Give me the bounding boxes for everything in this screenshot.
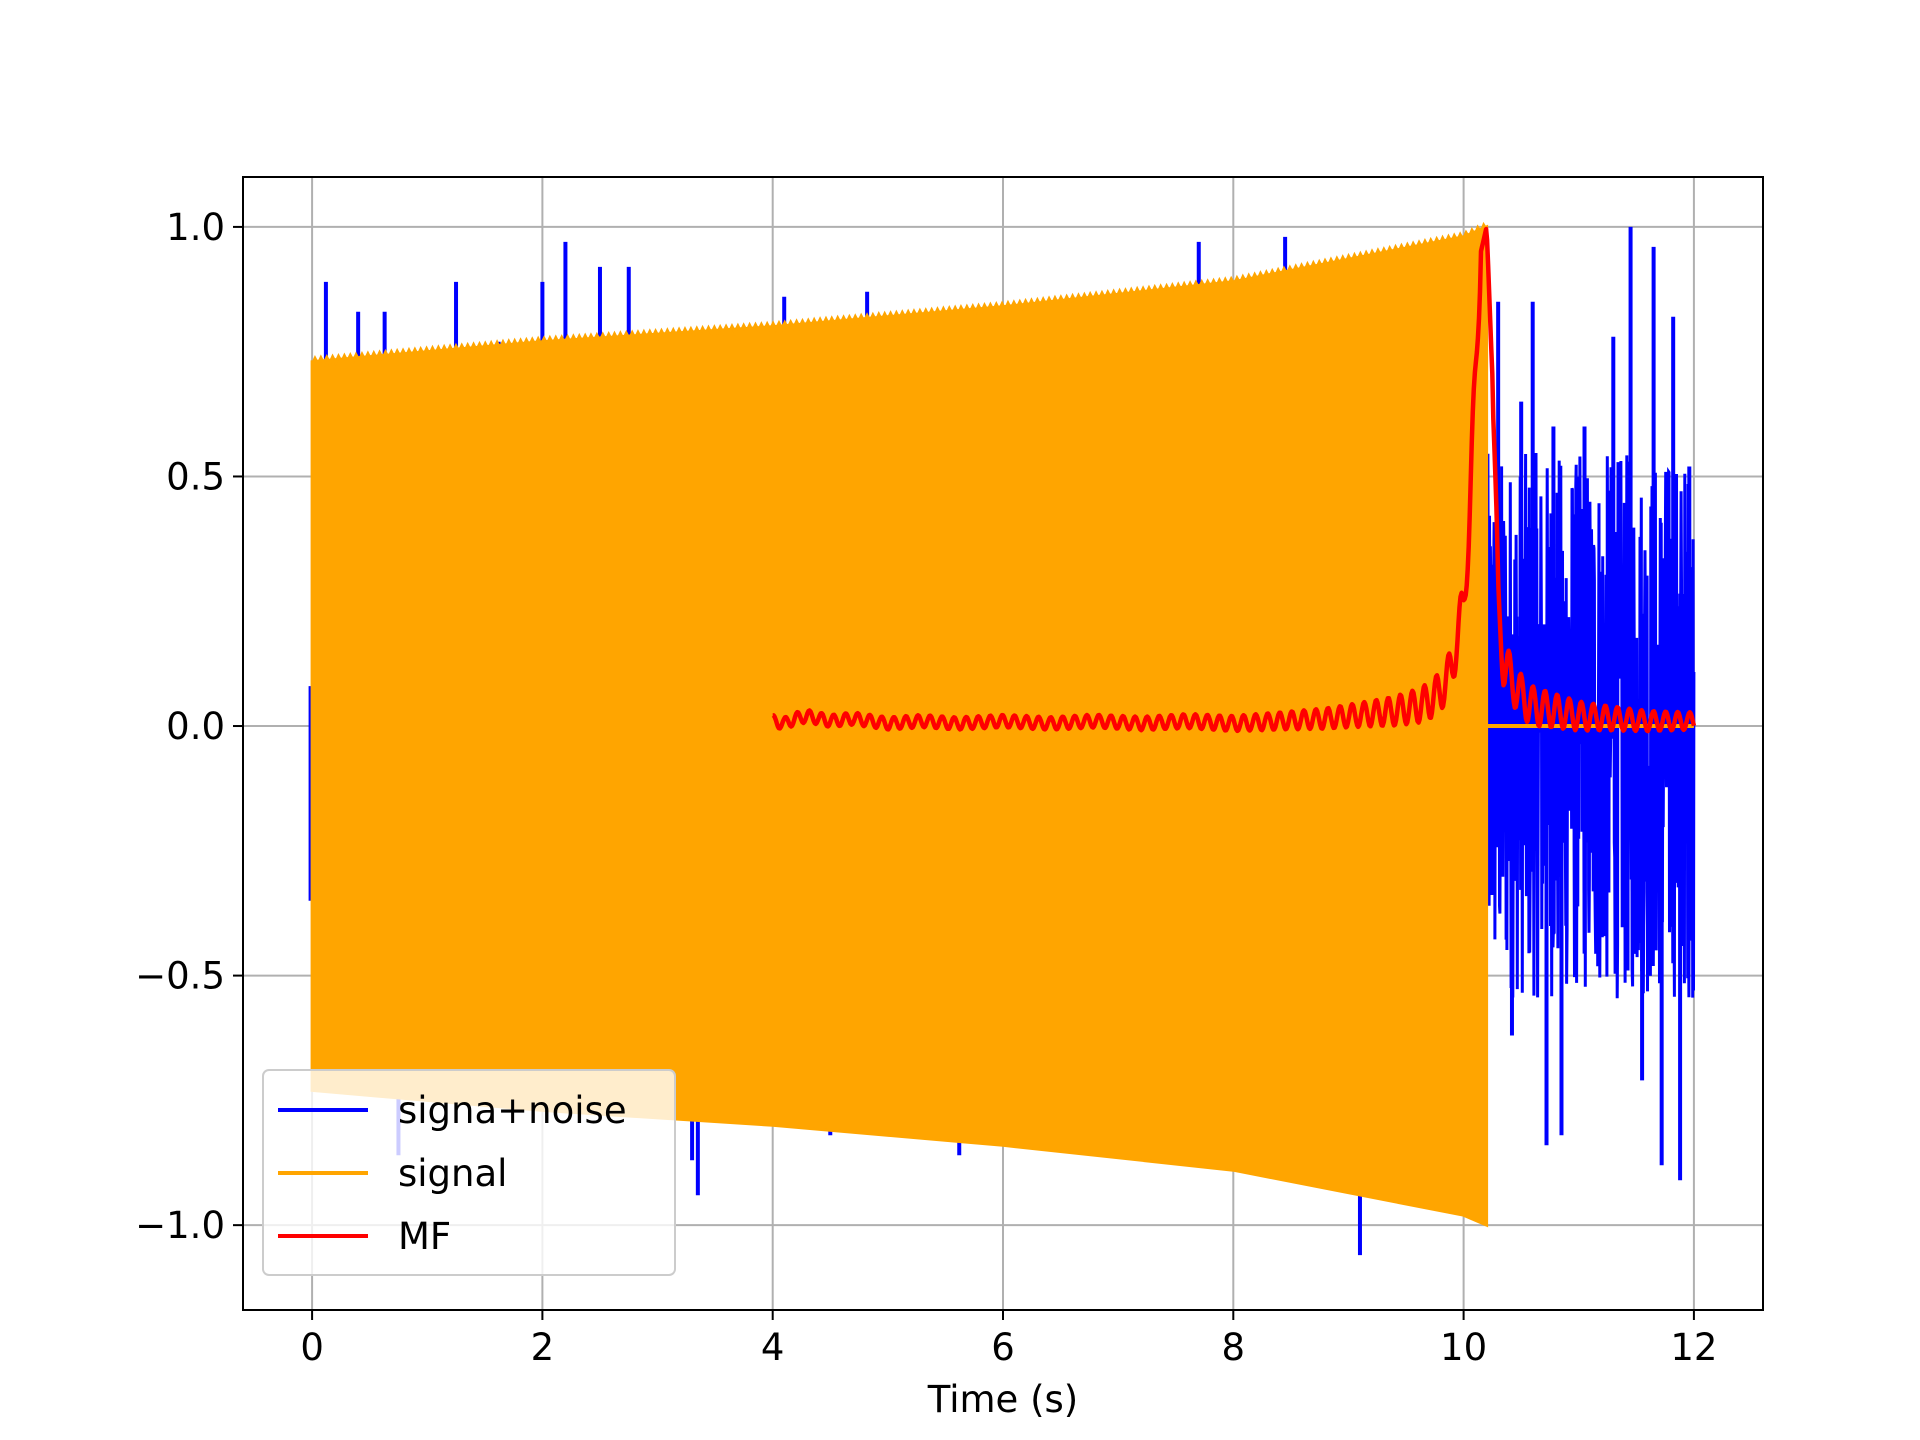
signal-upper-edge xyxy=(310,221,1488,368)
y-tick-label: 0.5 xyxy=(166,455,225,498)
legend: signa+noise signal MF xyxy=(262,1069,676,1276)
x-tick-label: 10 xyxy=(1440,1326,1487,1369)
y-tick-label: −1.0 xyxy=(135,1204,225,1247)
series-mf xyxy=(771,226,1697,734)
legend-label: signa+noise xyxy=(398,1089,627,1132)
legend-box xyxy=(262,1069,676,1276)
y-tick-label: 1.0 xyxy=(166,206,225,249)
x-tick-label: 2 xyxy=(531,1326,555,1369)
x-tick-label: 6 xyxy=(991,1326,1015,1369)
y-tick-label: 0.0 xyxy=(166,705,225,748)
x-tick-label: 4 xyxy=(761,1326,785,1369)
legend-label: MF xyxy=(398,1215,451,1258)
x-tick-label: 8 xyxy=(1222,1326,1246,1369)
x-tick-label: 0 xyxy=(300,1326,324,1369)
y-tick-label: −0.5 xyxy=(135,955,225,998)
ticks: 0 2 4 6 8 10 12 −1.0 −0.5 0.0 0.5 1.0 xyxy=(135,206,1717,1369)
x-tick-label: 12 xyxy=(1670,1326,1717,1369)
legend-label: signal xyxy=(398,1152,507,1195)
x-axis-label: Time (s) xyxy=(927,1378,1078,1421)
mf-line xyxy=(771,226,1697,734)
plot-area xyxy=(308,221,1697,1256)
